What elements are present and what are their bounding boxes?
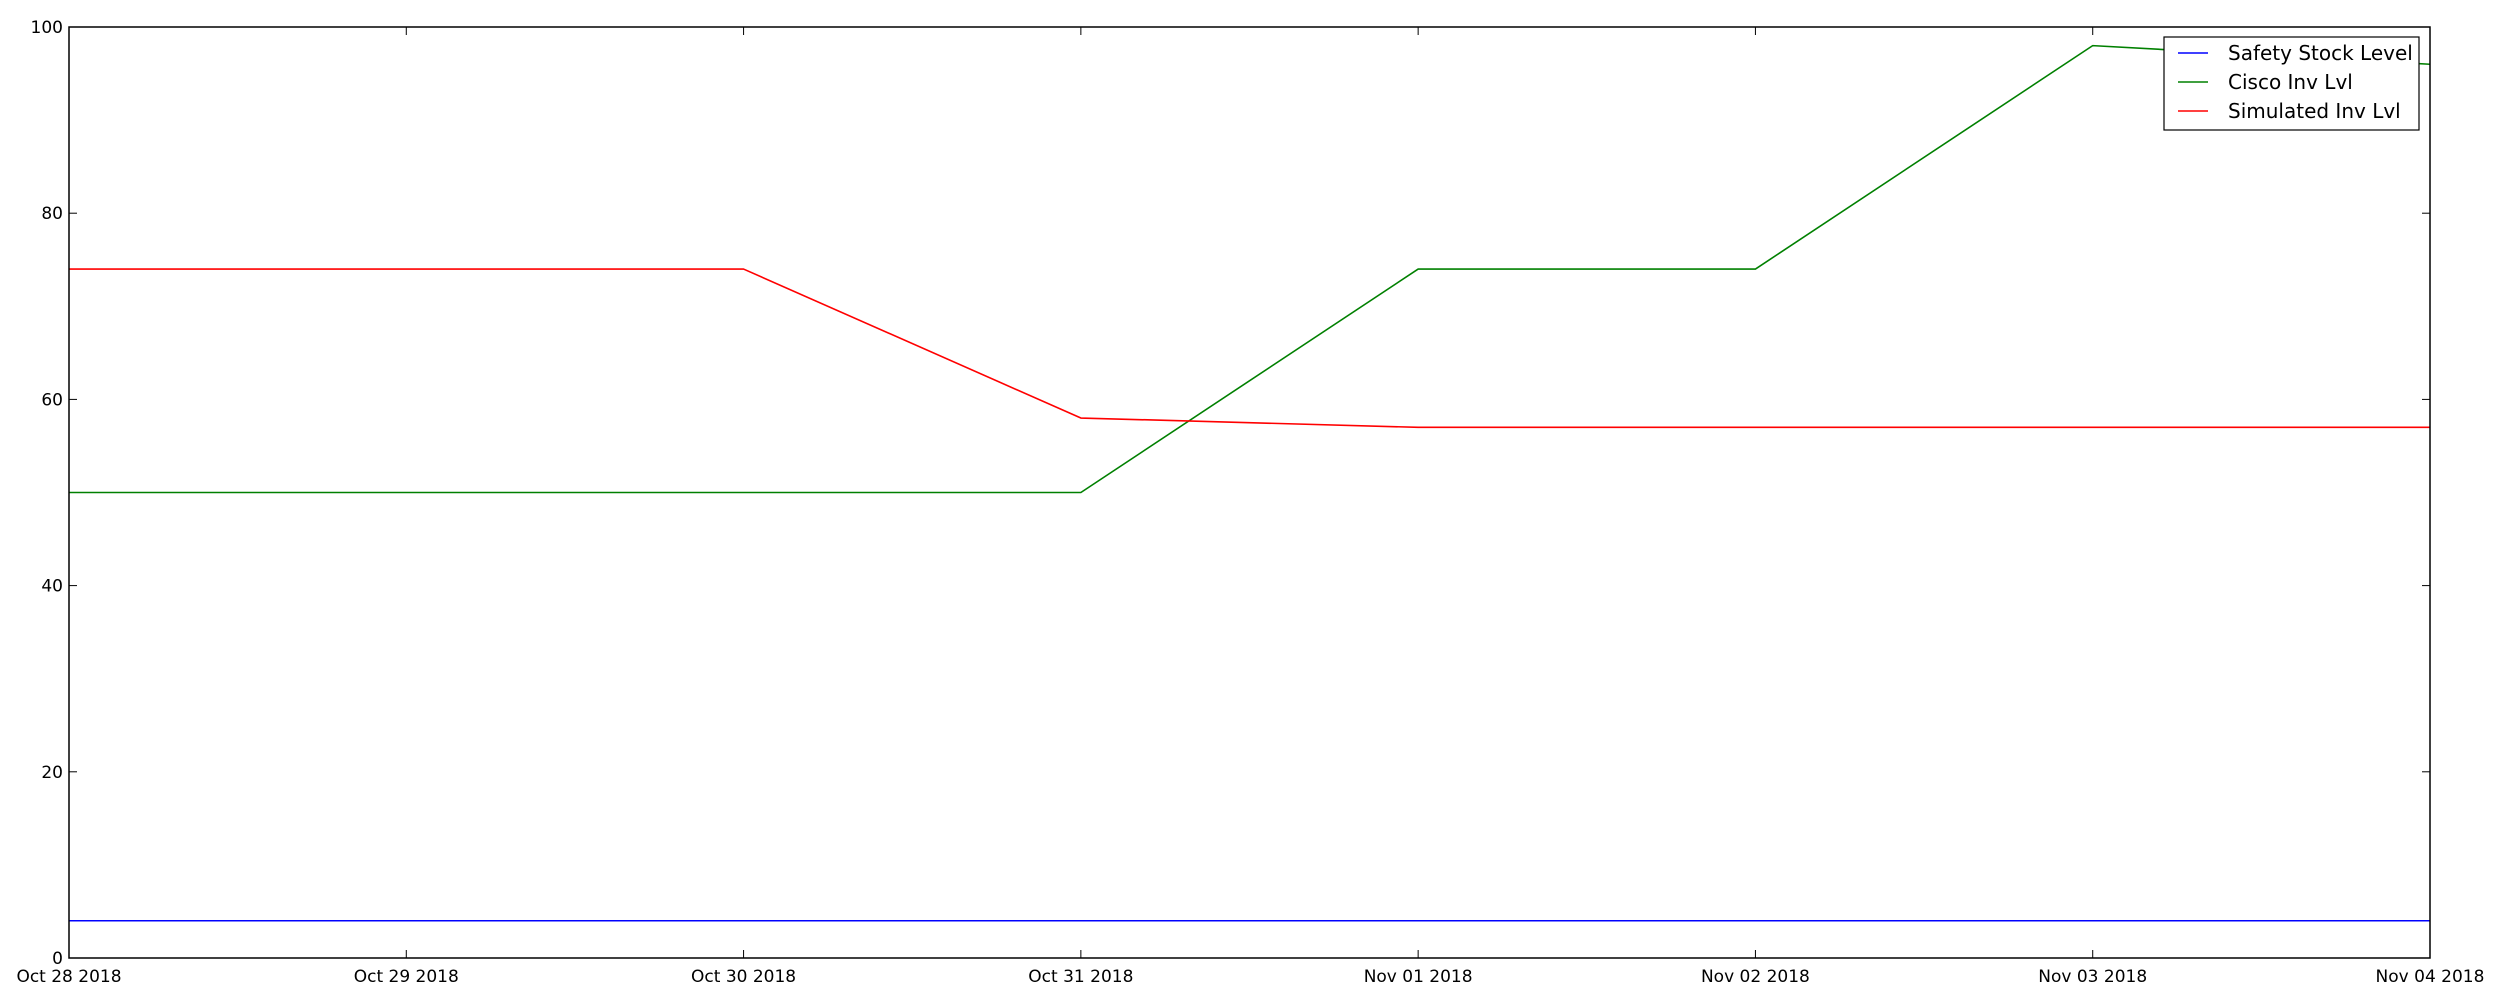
legend-label: Cisco Inv Lvl	[2228, 70, 2353, 94]
x-tick-label: Oct 31 2018	[1028, 967, 1133, 987]
x-tick-label: Nov 01 2018	[1364, 967, 1473, 987]
legend: Safety Stock Level Cisco Inv Lvl Simulated…	[2163, 36, 2420, 131]
x-tick-label: Oct 30 2018	[691, 967, 796, 987]
legend-label: Simulated Inv Lvl	[2228, 99, 2401, 123]
tick-layer: Oct 28 2018 Oct 29 2018 Oct 30 2018 Oct 31 …	[16, 18, 2484, 987]
y-tick-label: 100	[31, 18, 63, 38]
x-tick-label: Oct 28 2018	[16, 967, 121, 987]
x-tick-label: Nov 04 2018	[2376, 967, 2485, 987]
x-tick-label: Oct 29 2018	[354, 967, 459, 987]
y-tick-label: 60	[41, 390, 63, 410]
series-layer	[69, 44, 2431, 922]
series-line-3	[69, 268, 2430, 429]
x-tick-label: Nov 02 2018	[1701, 967, 1810, 987]
legend-items: Safety Stock Level Cisco Inv Lvl Simulated…	[2178, 41, 2413, 123]
legend-label: Safety Stock Level	[2228, 41, 2413, 65]
y-tick-label: 40	[41, 577, 63, 597]
x-tick-label: Nov 03 2018	[2038, 967, 2147, 987]
y-tick-label: 20	[41, 763, 63, 783]
plot-frame	[68, 26, 2431, 959]
series-line-2	[69, 44, 2431, 494]
y-tick-label: 0	[52, 949, 63, 969]
y-tick-label: 80	[41, 204, 63, 224]
